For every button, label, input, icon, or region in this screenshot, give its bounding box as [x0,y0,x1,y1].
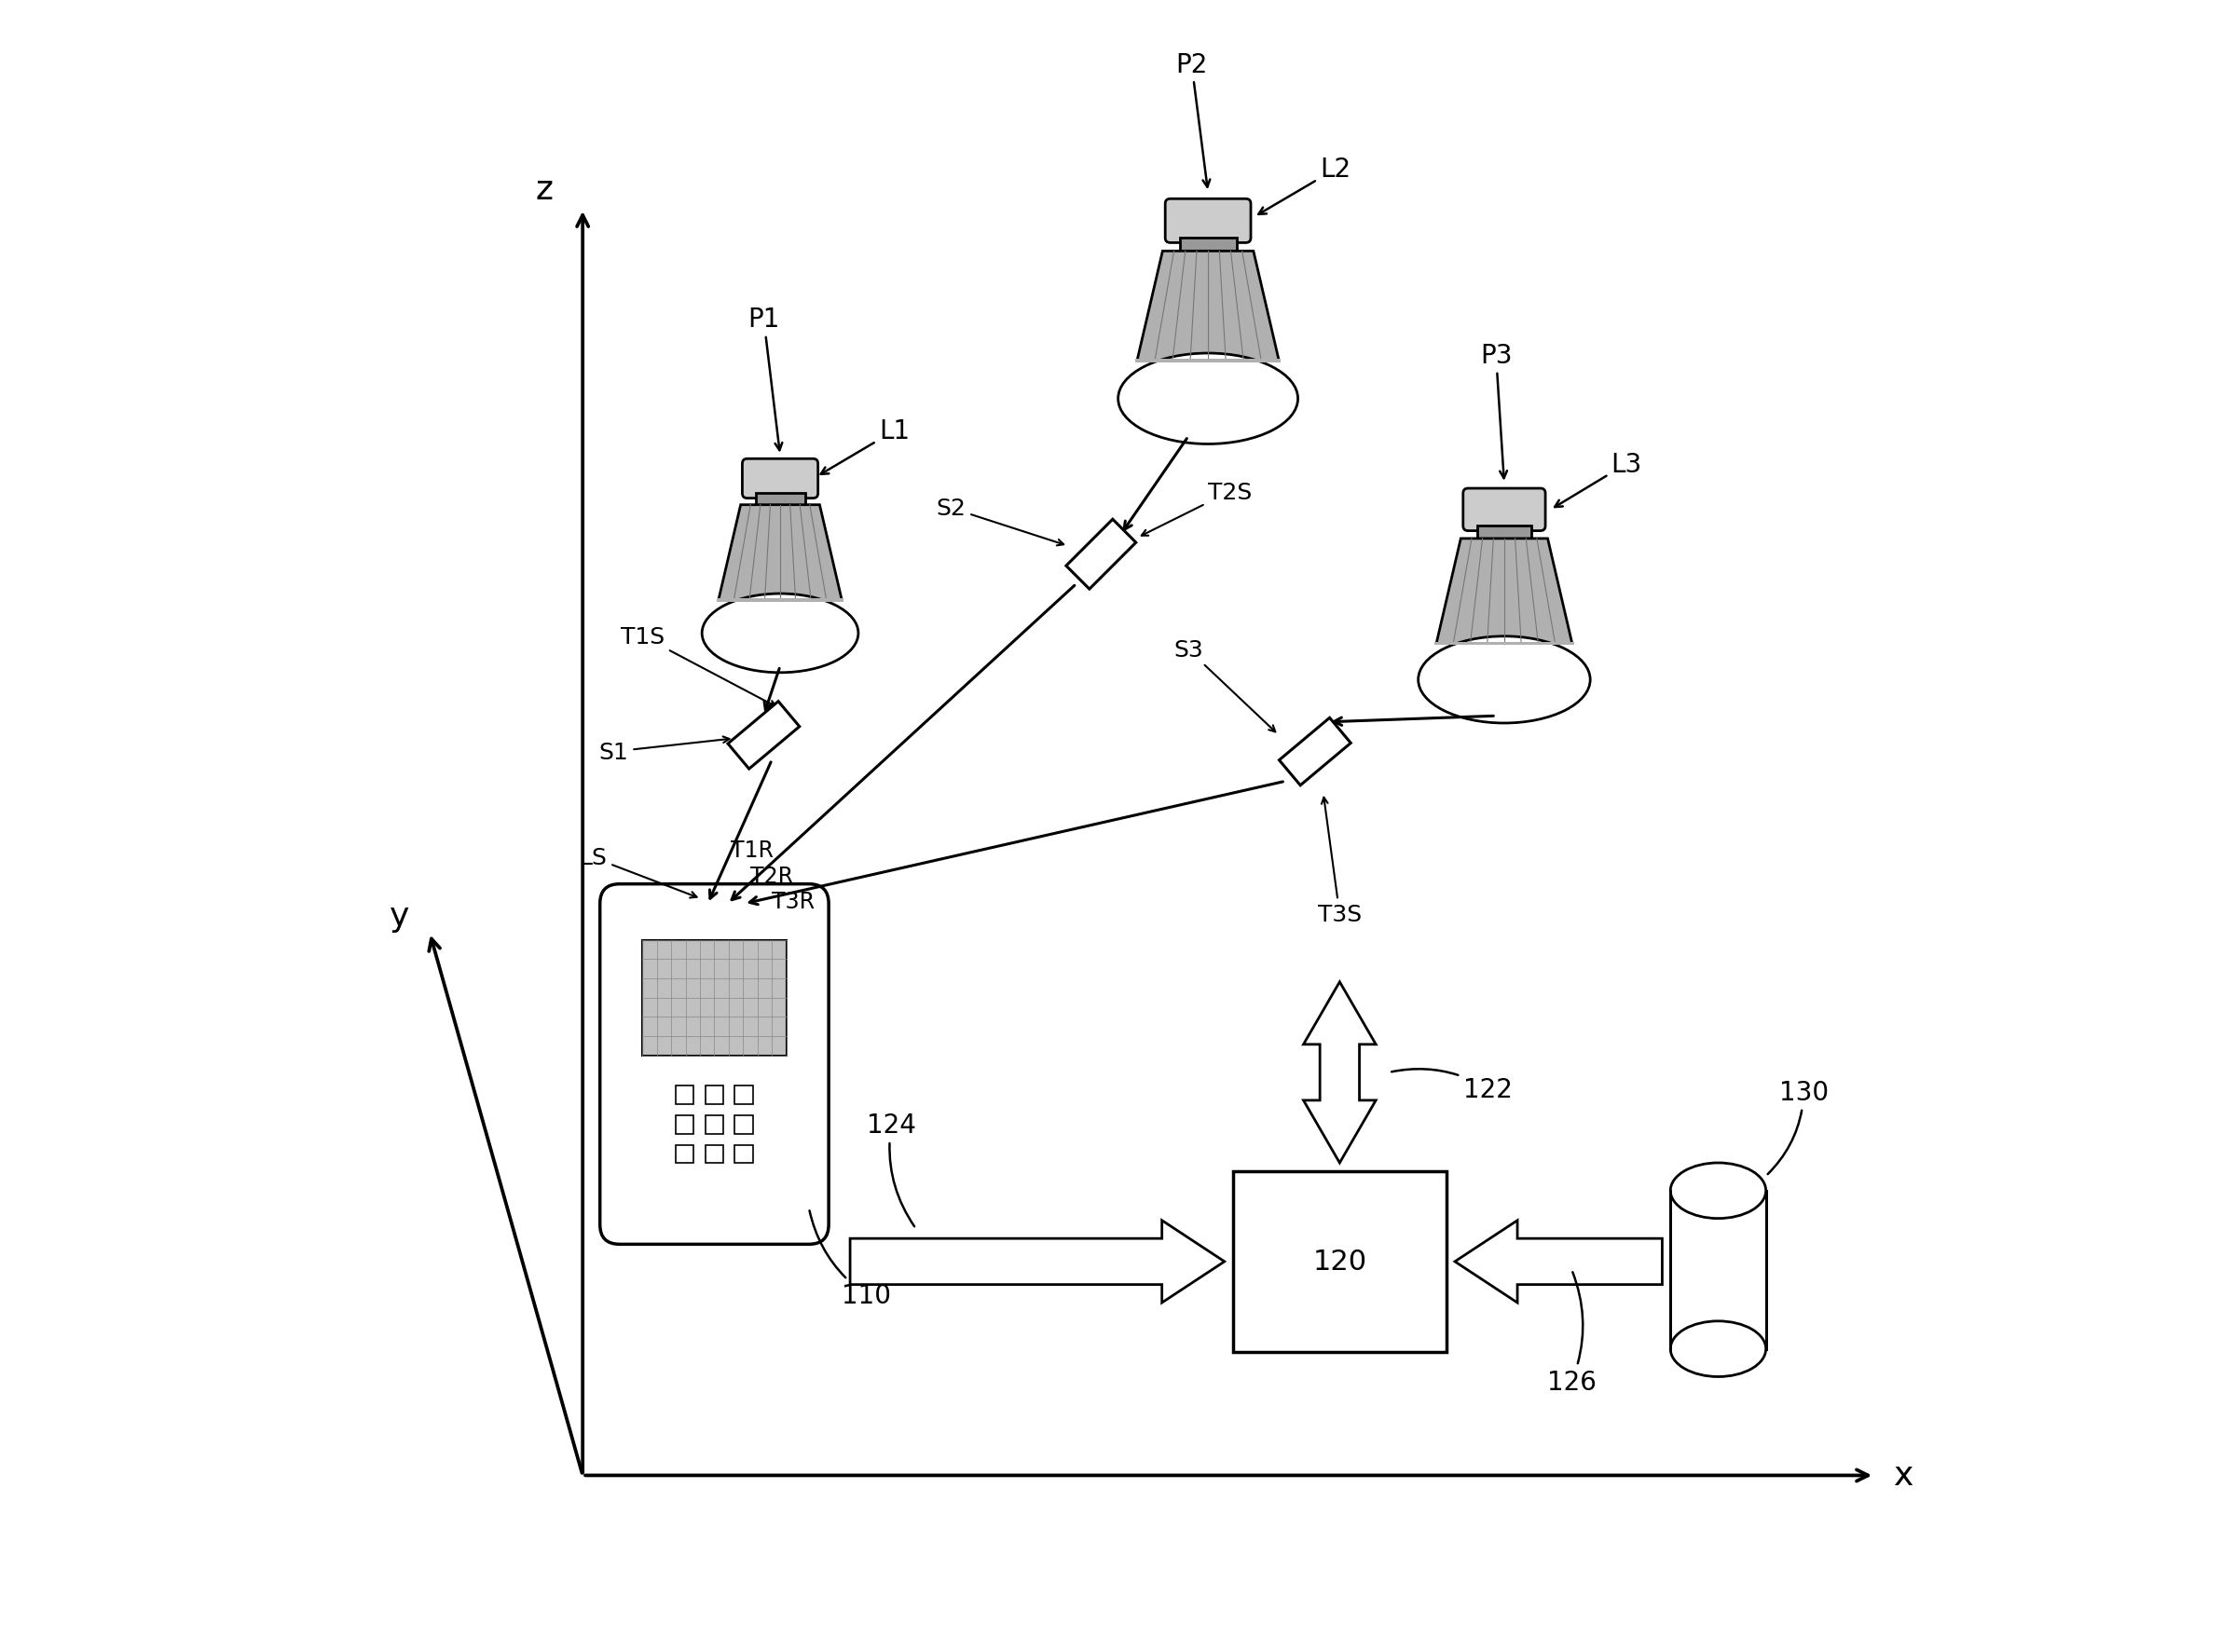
Text: T2S: T2S [1142,481,1252,537]
Text: P2: P2 [1176,51,1209,188]
Text: P3: P3 [1480,344,1513,479]
Text: S3: S3 [1173,639,1276,732]
Bar [675,1085,693,1104]
Bar [735,1085,753,1104]
Bar [1135,360,1281,363]
Text: T2R: T2R [751,866,793,887]
Bar [675,1115,693,1133]
Bar [735,1115,753,1133]
Polygon shape [849,1221,1225,1303]
FancyBboxPatch shape [599,884,829,1244]
Bar [641,940,787,1056]
Text: x: x [1895,1460,1913,1492]
Polygon shape [1303,983,1377,1163]
FancyBboxPatch shape [1464,489,1544,532]
Text: 110: 110 [809,1211,892,1308]
Bar [735,1145,753,1163]
Bar [706,1085,724,1104]
Text: 130: 130 [1768,1079,1828,1175]
Text: T1R: T1R [731,839,773,861]
FancyBboxPatch shape [742,459,818,499]
Bar [675,1145,693,1163]
Text: z: z [536,173,552,205]
FancyBboxPatch shape [1164,200,1252,243]
Polygon shape [717,506,843,601]
Text: L1: L1 [820,418,910,474]
Bar [1234,1171,1446,1351]
Text: L2: L2 [1258,157,1350,215]
Text: T1S: T1S [621,626,776,707]
Bar [1670,1191,1766,1350]
Ellipse shape [1670,1322,1766,1376]
Text: P1: P1 [749,307,782,451]
Bar [1435,643,1573,646]
Polygon shape [1437,539,1571,644]
Bar [706,1145,724,1163]
Text: T3S: T3S [1319,798,1361,925]
Bar [755,494,805,510]
Polygon shape [1066,520,1135,590]
Text: L3: L3 [1556,451,1643,507]
Text: 120: 120 [1312,1249,1368,1275]
Text: 126: 126 [1547,1272,1596,1394]
Bar [1180,238,1236,258]
Polygon shape [1278,719,1350,786]
Bar [717,600,843,603]
Text: S1: S1 [599,737,729,763]
Text: S2: S2 [936,497,1064,547]
Ellipse shape [1419,636,1591,724]
Text: 124: 124 [867,1112,916,1227]
Ellipse shape [702,595,858,672]
Bar [1477,527,1531,545]
Text: y: y [389,900,409,932]
Bar [706,1115,724,1133]
Ellipse shape [1118,354,1299,444]
Polygon shape [729,702,800,770]
Ellipse shape [1670,1163,1766,1219]
Polygon shape [1138,251,1278,362]
Polygon shape [1455,1221,1663,1303]
Text: 122: 122 [1392,1069,1513,1102]
Text: LS: LS [579,847,697,899]
Text: T3R: T3R [771,890,816,912]
